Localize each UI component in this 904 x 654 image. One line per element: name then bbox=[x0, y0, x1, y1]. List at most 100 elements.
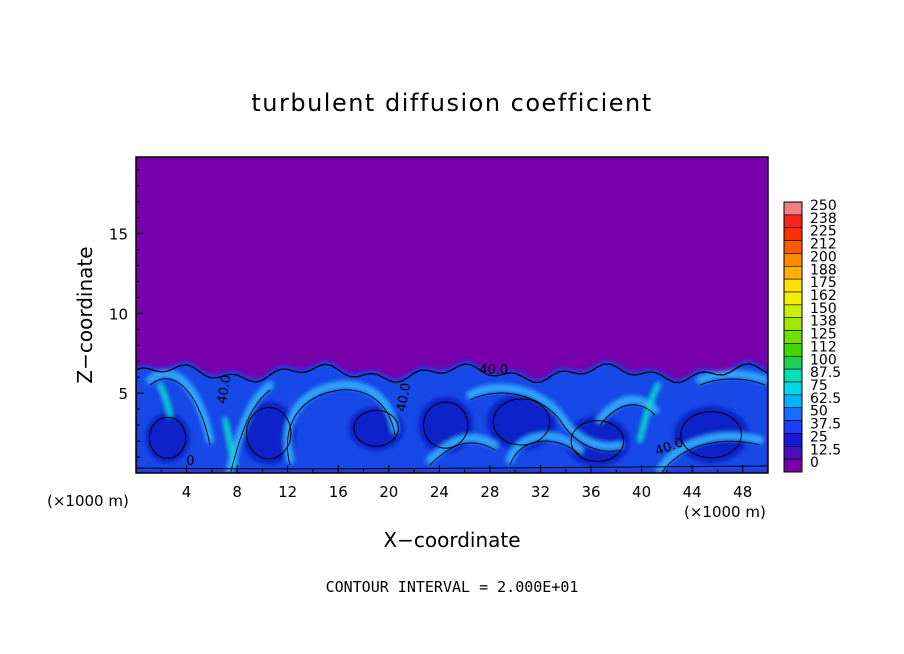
x-tick-label: 44 bbox=[683, 483, 702, 501]
eddy-core bbox=[241, 401, 297, 466]
colorbar-swatch bbox=[783, 227, 803, 241]
x-unit-right: (×1000 m) bbox=[684, 503, 766, 521]
colorbar-swatch bbox=[783, 265, 803, 280]
contour-swirl bbox=[230, 389, 271, 473]
colorbar-label: 112 bbox=[810, 339, 837, 355]
colorbar-label: 250 bbox=[810, 198, 837, 214]
contour-eddy bbox=[148, 416, 187, 459]
contour-label: 40.0 bbox=[394, 382, 414, 413]
x-tick-label: 4 bbox=[182, 483, 192, 501]
swirl-band bbox=[426, 434, 499, 464]
colorbar-label: 200 bbox=[810, 249, 837, 265]
contour-label: 40.0 bbox=[479, 363, 508, 378]
swirl-band bbox=[283, 381, 399, 464]
colorbar-swatch bbox=[783, 343, 803, 357]
colorbar-label: 25 bbox=[810, 429, 828, 445]
swirl-band bbox=[466, 384, 624, 450]
x-tick-label: 20 bbox=[379, 483, 398, 501]
contour-swirl bbox=[429, 442, 496, 466]
contour-eddy bbox=[246, 407, 292, 460]
x-tick-label: 48 bbox=[733, 483, 752, 501]
x-tick-label: 32 bbox=[531, 483, 550, 501]
colorbar-swatch bbox=[783, 407, 803, 421]
colorbar-swatch bbox=[783, 433, 803, 447]
x-tick-label: 12 bbox=[278, 483, 297, 501]
contour-swirl bbox=[469, 392, 621, 452]
x-axis-label: X−coordinate bbox=[383, 528, 520, 552]
colorbar-swatch bbox=[783, 304, 803, 319]
colorbar-label: 62.5 bbox=[810, 391, 841, 407]
colorbar-frame bbox=[783, 201, 803, 473]
x-tick-label: 28 bbox=[480, 483, 499, 501]
colorbar-swatch bbox=[783, 214, 803, 229]
contour-top-edge bbox=[136, 363, 768, 384]
field-fill bbox=[136, 360, 768, 473]
colorbar-swatch bbox=[783, 445, 803, 460]
colorbar-label: 138 bbox=[810, 314, 837, 330]
colorbar-swatch bbox=[783, 201, 803, 216]
contour-label: 40.0 bbox=[215, 374, 235, 405]
colorbar-label: 175 bbox=[810, 275, 837, 291]
y-axis-ticks: 5 10 15 bbox=[109, 169, 144, 458]
colorbar-swatch bbox=[783, 278, 803, 293]
colorbar-label: 87.5 bbox=[810, 365, 841, 381]
y-tick-label: 10 bbox=[109, 305, 128, 323]
x-tick-label: 24 bbox=[430, 483, 449, 501]
x-tick-label: 8 bbox=[232, 483, 242, 501]
contour-eddy bbox=[492, 398, 551, 446]
colorbar-label: 0 bbox=[810, 455, 819, 471]
eddy-core bbox=[144, 412, 191, 464]
colorbar-swatch bbox=[783, 394, 803, 409]
colorbar-label: 75 bbox=[810, 378, 828, 394]
y-tick-label: 15 bbox=[109, 226, 128, 244]
colorbar-swatch bbox=[783, 330, 803, 344]
high-diffusion-streak bbox=[223, 418, 237, 467]
colorbar-label: 150 bbox=[810, 301, 837, 317]
colorbar-label: 125 bbox=[810, 327, 837, 343]
swirl-band bbox=[506, 432, 584, 464]
swirl-band bbox=[656, 432, 764, 473]
contour-interval-note: CONTOUR INTERVAL = 2.000E+01 bbox=[326, 578, 579, 596]
colorbar-swatch bbox=[783, 368, 803, 383]
contour-swirl bbox=[149, 378, 211, 446]
contour-lines bbox=[136, 363, 768, 473]
colorbar-label: 12.5 bbox=[810, 442, 841, 458]
contour-eddy bbox=[423, 401, 469, 449]
colorbar-label: 212 bbox=[810, 237, 837, 253]
x-axis-ticks: 4 8 12 16 20 24 28 32 36 40 44 48 bbox=[160, 465, 769, 501]
x-tick-label: 40 bbox=[632, 483, 651, 501]
plot-frame bbox=[135, 156, 769, 474]
contour-swirl bbox=[699, 378, 766, 386]
colorbar-swatch bbox=[783, 458, 803, 473]
contour-eddy bbox=[353, 409, 399, 447]
contour-eddy bbox=[570, 420, 625, 463]
colorbar-swatch bbox=[783, 240, 803, 254]
turbulence-field bbox=[136, 360, 768, 473]
colorbar-label: 225 bbox=[810, 224, 837, 240]
y-tick-label: 5 bbox=[118, 385, 128, 403]
colorbar-label: 50 bbox=[810, 404, 828, 420]
colorbar-swatch bbox=[783, 253, 803, 267]
contour-eddy bbox=[680, 411, 742, 459]
chart-title: turbulent diffusion coefficient bbox=[251, 89, 652, 117]
y-axis-label: Z−coordinate bbox=[73, 246, 97, 383]
colorbar-label: 100 bbox=[810, 352, 837, 368]
colorbar-swatch bbox=[783, 381, 803, 396]
colorbar-swatch bbox=[783, 291, 803, 306]
high-diffusion-streak bbox=[638, 383, 660, 442]
colorbar-label: 238 bbox=[810, 211, 837, 227]
contour-swirl bbox=[287, 389, 396, 466]
x-tick-label: 36 bbox=[581, 483, 600, 501]
colorbar-label: 37.5 bbox=[810, 417, 841, 433]
contour-swirl bbox=[599, 404, 656, 426]
colorbar-swatch bbox=[783, 420, 803, 434]
contour-labels: 40.0 40.040.040.00 bbox=[186, 363, 685, 469]
contour-label: 0 bbox=[186, 454, 194, 469]
swirl-band bbox=[696, 370, 768, 384]
colorbar: 2502382252122001881751621501381251121008… bbox=[783, 198, 841, 473]
x-unit-left: (×1000 m) bbox=[47, 492, 129, 510]
swirl-band bbox=[146, 370, 214, 444]
contour-swirl bbox=[660, 440, 761, 473]
plot-area: 40.0 40.040.040.00 bbox=[135, 156, 769, 474]
